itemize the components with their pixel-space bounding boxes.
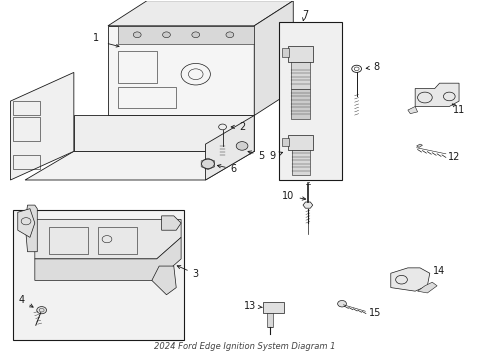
Text: 5: 5 [247,151,264,161]
Polygon shape [390,268,429,291]
Circle shape [133,32,141,38]
Polygon shape [417,282,436,293]
Text: 15: 15 [368,309,381,318]
Polygon shape [108,26,254,116]
Text: 4: 4 [19,295,33,307]
Polygon shape [10,72,74,180]
Text: 9: 9 [269,151,282,161]
Text: 8: 8 [366,62,378,72]
Text: 7: 7 [302,10,308,20]
Polygon shape [74,116,254,151]
Polygon shape [152,266,176,295]
Polygon shape [254,1,293,116]
Polygon shape [161,216,181,230]
Bar [278,22,341,180]
Polygon shape [25,205,37,252]
Bar [282,138,288,146]
Circle shape [236,141,247,150]
Bar [290,89,310,119]
Bar [282,48,288,57]
Text: 6: 6 [217,164,236,174]
Bar [13,101,40,116]
Polygon shape [303,202,312,208]
Text: 12: 12 [447,152,459,162]
Bar [13,155,40,169]
Polygon shape [205,116,254,180]
Text: 2: 2 [231,122,244,132]
Bar [291,149,310,175]
Bar [118,51,157,83]
Polygon shape [414,83,458,107]
Circle shape [191,32,199,38]
Text: 14: 14 [432,266,445,276]
Circle shape [162,32,170,38]
Polygon shape [35,220,181,259]
Text: 3: 3 [177,266,199,279]
Text: 1: 1 [93,33,99,43]
Text: 13: 13 [244,301,262,311]
Text: 10: 10 [282,191,305,201]
Text: 11: 11 [452,105,464,115]
Bar [290,62,310,89]
Bar [288,135,312,149]
Circle shape [337,301,346,307]
Bar [288,45,312,62]
Bar [13,211,183,339]
Circle shape [37,307,46,314]
Polygon shape [108,1,293,26]
Bar [13,117,40,140]
Circle shape [201,159,214,168]
Text: 2024 Ford Edge Ignition System Diagram 1: 2024 Ford Edge Ignition System Diagram 1 [153,342,335,351]
Bar [49,226,88,253]
Bar [118,87,176,108]
Bar [266,313,272,327]
Bar [98,226,137,253]
Polygon shape [407,107,417,114]
Polygon shape [35,237,181,280]
Polygon shape [118,26,254,44]
Polygon shape [18,209,35,237]
Polygon shape [416,144,422,147]
Circle shape [225,32,233,38]
Bar [263,302,283,313]
Polygon shape [25,151,254,180]
